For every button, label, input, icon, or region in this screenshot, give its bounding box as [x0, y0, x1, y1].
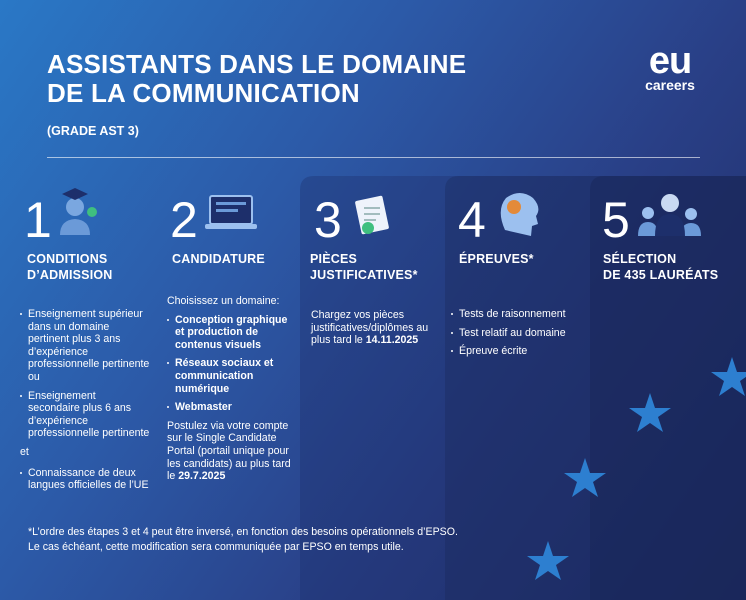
note-text: Postulez via votre compte sur le Single …: [167, 419, 291, 483]
bullet: Test relatif au domaine: [451, 327, 591, 340]
title-line: DE LA COMMUNICATION: [47, 78, 360, 108]
intro: Choisissez un domaine:: [167, 295, 280, 307]
bullet: Webmaster: [167, 401, 299, 414]
note-date: 29.7.2025: [178, 470, 226, 483]
step-number: 5: [602, 192, 630, 248]
bullet: Enseignement secondaire plus 6 ans d’exp…: [20, 390, 150, 440]
bullet: Épreuve écrite: [451, 345, 591, 358]
title-line: ASSISTANTS DANS LE DOMAINE: [47, 49, 467, 79]
footnote-line: *L’ordre des étapes 3 et 4 peut être inv…: [28, 526, 458, 538]
footnote-line: Le cas échéant, cette modification sera …: [28, 541, 404, 553]
bullet: Réseaux sociaux et communication numériq…: [167, 357, 299, 395]
step-body: Tests de raisonnement Test relatif au dom…: [451, 308, 591, 364]
bullet: Connaissance de deux langues officielles…: [20, 467, 150, 492]
divider: [47, 157, 700, 158]
note-date: 14.11.2025: [365, 334, 419, 347]
bullet: Tests de raisonnement: [451, 308, 591, 321]
icon-laptop: [205, 195, 257, 229]
step-title: CANDIDATURE: [172, 251, 265, 267]
step-number: 4: [458, 192, 486, 248]
icon-document: [355, 195, 389, 235]
step-title: PIÈCES JUSTIFICATIVES*: [310, 251, 418, 283]
logo-mark: eu: [648, 40, 692, 82]
subtitle: (GRADE AST 3): [47, 124, 139, 138]
bullet: Conception graphique et production de co…: [167, 314, 299, 352]
title: ASSISTANTS DANS LE DOMAINE DE LA COMMUNIC…: [47, 50, 466, 108]
step-title-line: DE 435 LAURÉATS: [603, 268, 719, 282]
step-title-line: JUSTIFICATIVES*: [310, 268, 418, 282]
step-number: 3: [314, 192, 342, 248]
step-title-line: PIÈCES: [310, 252, 358, 266]
icon-people: [638, 194, 701, 236]
logo: eu careers: [638, 40, 702, 93]
bullet: Enseignement supérieur dans un domaine p…: [20, 308, 150, 384]
icon-brain: [500, 193, 539, 236]
icon-graduate: [60, 188, 97, 235]
step-number: 1: [24, 192, 52, 248]
step-title-line: SÉLECTION: [603, 252, 677, 266]
step-title: ÉPREUVES*: [459, 251, 534, 267]
step-body: Chargez vos pièces justificatives/diplôm…: [311, 309, 439, 347]
step-title: CONDITIONS D’ADMISSION: [27, 251, 113, 283]
step-title-line: CONDITIONS: [27, 252, 108, 266]
joiner: et: [20, 445, 29, 458]
step-number: 2: [170, 192, 198, 248]
step-body: Enseignement supérieur dans un domaine p…: [20, 308, 150, 498]
logo-text: careers: [645, 77, 695, 93]
note-text: Chargez vos pièces justificatives/diplôm…: [311, 309, 429, 347]
note: Postulez via votre compte sur le Single …: [167, 420, 299, 483]
step-title: SÉLECTION DE 435 LAURÉATS: [603, 251, 718, 283]
step-title-line: ÉPREUVES*: [459, 252, 534, 266]
step-title-line: CANDIDATURE: [172, 252, 265, 266]
step-title-line: D’ADMISSION: [27, 268, 113, 282]
step-body: Choisissez un domaine: Conception graphi…: [167, 295, 299, 483]
footnote: *L’ordre des étapes 3 et 4 peut être inv…: [28, 525, 458, 555]
